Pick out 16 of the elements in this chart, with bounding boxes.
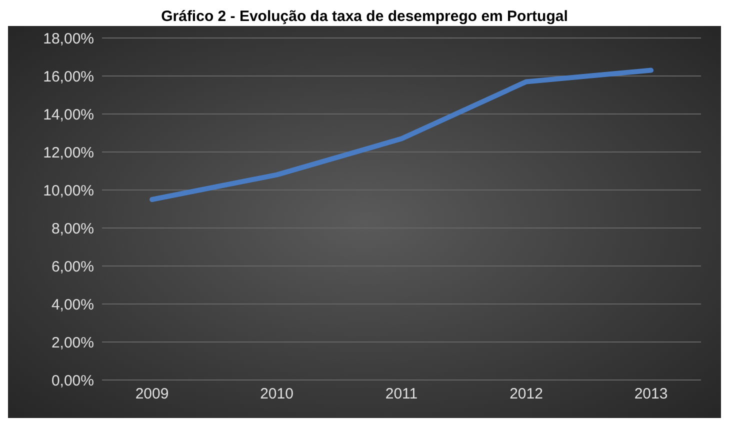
y-tick-label: 0,00%	[51, 372, 94, 390]
y-tick-label: 8,00%	[51, 220, 94, 238]
chart-title: Gráfico 2 - Evolução da taxa de desemprego em Portugal	[160, 8, 569, 26]
y-tick-label: 2,00%	[51, 334, 94, 352]
y-tick-label: 10,00%	[43, 182, 94, 200]
y-tick-label: 14,00%	[43, 106, 94, 124]
x-tick-label: 2013	[634, 386, 668, 403]
x-tick-label: 2009	[135, 386, 169, 403]
x-tick-label: 2010	[260, 386, 294, 403]
y-tick-label: 4,00%	[51, 296, 94, 314]
x-tick-label: 2011	[385, 386, 418, 403]
y-tick-label: 12,00%	[43, 144, 94, 162]
x-tick-label: 2012	[510, 386, 543, 403]
y-tick-label: 6,00%	[51, 258, 94, 276]
y-tick-label: 18,00%	[43, 30, 94, 48]
y-tick-label: 16,00%	[43, 68, 94, 86]
